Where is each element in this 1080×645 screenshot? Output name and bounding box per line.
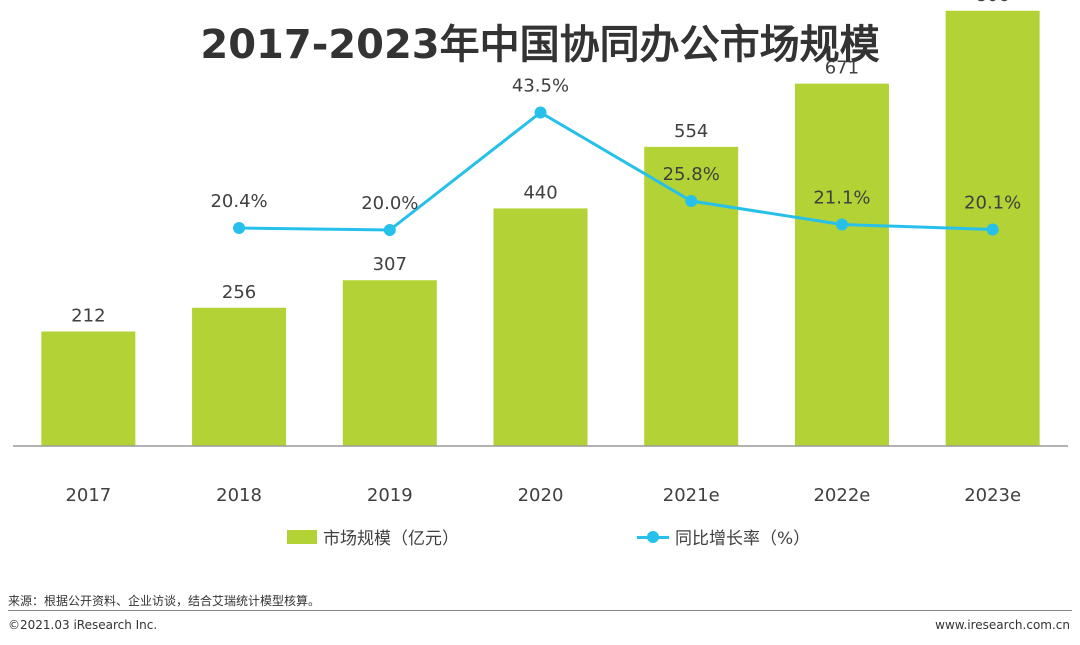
bar-value-label: 554 <box>674 121 708 142</box>
bar-value-label: 806 <box>975 0 1009 6</box>
legend-line-swatch <box>637 530 669 544</box>
x-tick-label: 2017 <box>65 485 111 506</box>
chart-title: 2017-2023年中国协同办公市场规模 <box>200 22 880 68</box>
rate-value-label: 20.0% <box>361 193 418 214</box>
x-tick-label: 2023e <box>964 485 1021 506</box>
rate-value-label: 25.8% <box>663 164 720 185</box>
chart-legend: 市场规模（亿元） 同比增长率（%） <box>0 524 1080 554</box>
website-link[interactable]: www.iresearch.com.cn <box>935 618 1070 632</box>
legend-line-label: 同比增长率（%） <box>675 529 811 549</box>
bar-value-label: 307 <box>373 254 407 275</box>
x-tick-label: 2022e <box>813 485 870 506</box>
footer-divider <box>8 610 1072 611</box>
rate-value-label: 21.1% <box>813 188 870 209</box>
x-tick-label: 2018 <box>216 485 262 506</box>
bar-value-label: 671 <box>825 58 859 79</box>
bar-2017 <box>41 331 136 446</box>
rate-point-2021e <box>685 195 698 207</box>
x-tick-label: 2021e <box>663 485 720 506</box>
rate-value-label: 20.1% <box>964 193 1021 214</box>
rate-value-label: 20.4% <box>210 191 267 212</box>
copyright-text: ©2021.03 iResearch Inc. <box>8 618 158 632</box>
bar-value-label: 256 <box>222 282 256 303</box>
rate-point-2023e <box>986 223 999 236</box>
legend-bar-swatch <box>287 529 317 544</box>
legend-item-line: 同比增长率（%） <box>637 524 810 549</box>
x-tick-label: 2020 <box>518 485 564 506</box>
rate-point-2019 <box>383 224 396 236</box>
rate-point-2020 <box>534 106 547 119</box>
x-tick-label: 2019 <box>367 485 413 506</box>
bar-2020 <box>493 208 588 446</box>
bar-value-label: 212 <box>71 306 105 327</box>
bar-2022e <box>794 83 889 446</box>
rate-point-2022e <box>835 218 848 231</box>
source-note: 来源：根据公开资料、企业访谈，结合艾瑞统计模型核算。 <box>8 594 321 608</box>
legend-bar-label: 市场规模（亿元） <box>323 529 459 549</box>
bar-2019 <box>342 280 437 446</box>
growth-rate-line <box>239 110 993 232</box>
rate-point-2018 <box>233 222 246 234</box>
chart-plot-area: 212 256 307 440 554 671 806 20.4% 20.0% 43.5% 25.… <box>13 0 1068 506</box>
rate-value-label: 43.5% <box>512 76 569 97</box>
bar-2018 <box>192 307 287 446</box>
bar-value-label: 440 <box>523 182 557 203</box>
bar-2021e <box>644 146 739 446</box>
legend-item-bar: 市场规模（亿元） <box>287 524 459 549</box>
